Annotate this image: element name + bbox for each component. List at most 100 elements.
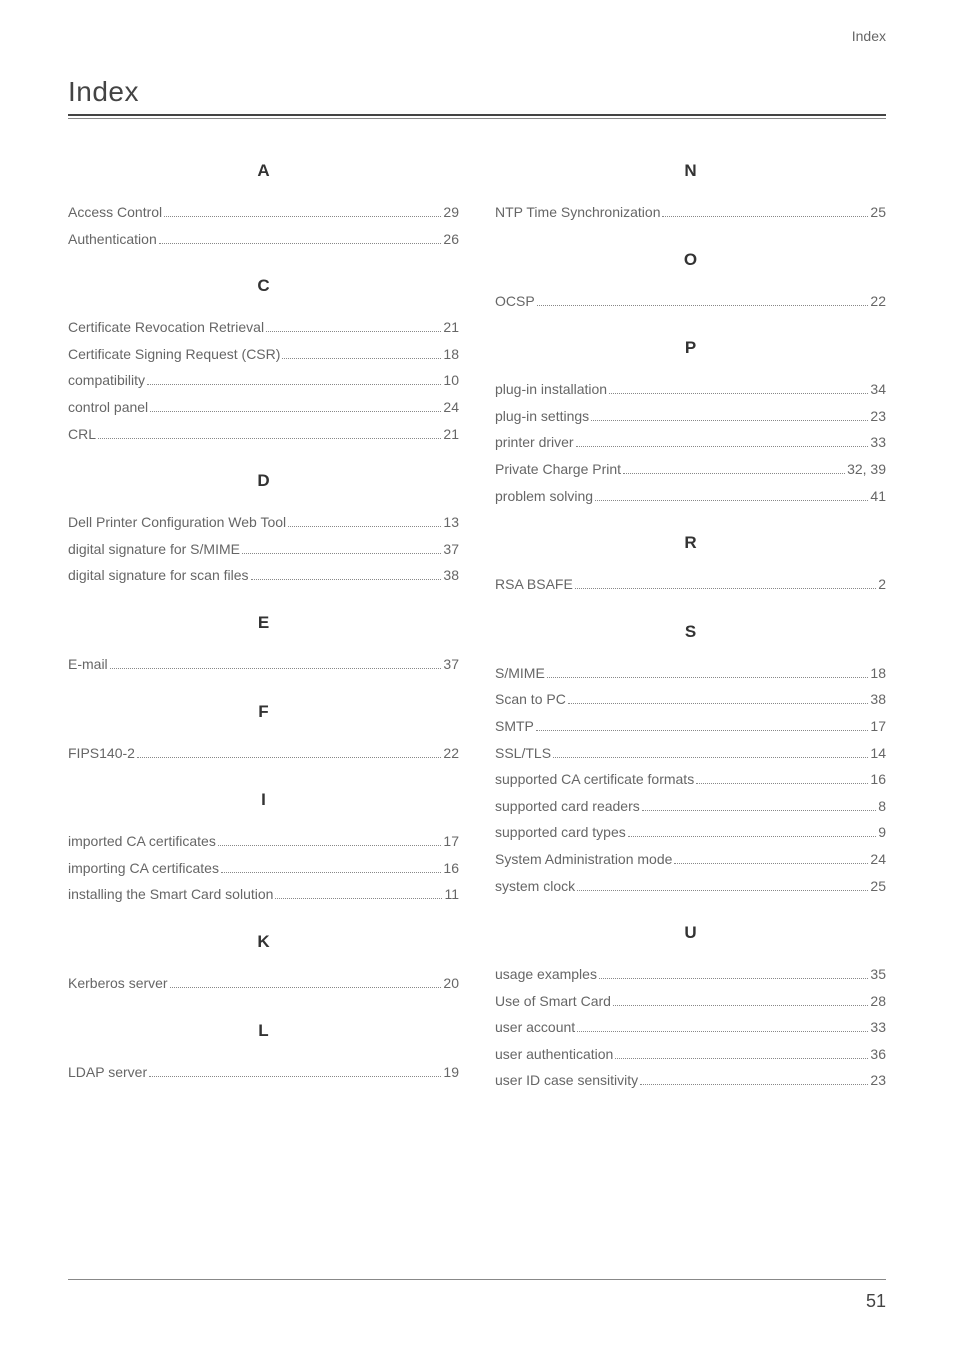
index-entry-page: 23	[870, 403, 886, 430]
index-entry: plug-in installation 34	[495, 376, 886, 403]
index-entry-label: Private Charge Print	[495, 456, 621, 483]
dot-leader	[251, 579, 442, 580]
index-entry-page: 34	[870, 376, 886, 403]
section-letter: P	[495, 338, 886, 358]
dot-leader	[623, 473, 845, 474]
index-entry-page: 26	[443, 226, 459, 253]
index-entry: LDAP server19	[68, 1059, 459, 1086]
index-entry-label: RSA BSAFE	[495, 571, 573, 598]
index-entry-label: imported CA certificates	[68, 828, 216, 855]
index-entry-label: usage examples	[495, 961, 597, 988]
index-entry-label: control panel	[68, 394, 148, 421]
dot-leader	[595, 500, 868, 501]
footer-rule	[68, 1279, 886, 1280]
index-entry-label: LDAP server	[68, 1059, 147, 1086]
section-letter: U	[495, 923, 886, 943]
dot-leader	[137, 757, 441, 758]
index-entry-label: user authentication	[495, 1041, 613, 1068]
dot-leader	[674, 863, 868, 864]
index-entry: Authentication26	[68, 226, 459, 253]
dot-leader	[147, 384, 441, 385]
index-entry: supported CA certificate formats 16	[495, 766, 886, 793]
dot-leader	[553, 757, 868, 758]
index-entry-page: 25	[870, 199, 886, 226]
index-entry: compatibility10	[68, 367, 459, 394]
section-letter: N	[495, 161, 886, 181]
section-letter: R	[495, 533, 886, 553]
index-entry: plug-in settings 23	[495, 403, 886, 430]
dot-leader	[537, 305, 869, 306]
index-entry: SSL/TLS14	[495, 740, 886, 767]
dot-leader	[609, 393, 868, 394]
dot-leader	[275, 898, 442, 899]
index-column-right: N NTP Time Synchronization 25 O OCSP22 Pplug-…	[495, 137, 886, 1094]
index-entry-label: digital signature for scan files	[68, 562, 249, 589]
dot-leader	[149, 1076, 441, 1077]
section-letter: O	[495, 250, 886, 270]
index-entry-page: 36	[870, 1041, 886, 1068]
dot-leader	[640, 1084, 868, 1085]
index-entry-page: 21	[443, 314, 459, 341]
section-letter: K	[68, 932, 459, 952]
index-entry-label: supported CA certificate formats	[495, 766, 694, 793]
index-entry-label: plug-in settings	[495, 403, 589, 430]
index-entry-label: Scan to PC	[495, 686, 566, 713]
dot-leader	[288, 526, 441, 527]
index-entry: Certificate Signing Request (CSR)18	[68, 341, 459, 368]
index-entry-page: 32, 39	[847, 456, 886, 483]
index-entry: Certificate Revocation Retrieval21	[68, 314, 459, 341]
index-entry-page: 16	[870, 766, 886, 793]
index-entry-label: user ID case sensitivity	[495, 1067, 638, 1094]
index-columns: AAccess Control29Authentication26CCertif…	[68, 137, 886, 1094]
index-entry-page: 20	[443, 970, 459, 997]
index-entry-label: Certificate Signing Request (CSR)	[68, 341, 280, 368]
index-entry: Dell Printer Configuration Web Tool13	[68, 509, 459, 536]
index-entry-label: importing CA certificates	[68, 855, 219, 882]
index-entry-page: 35	[870, 961, 886, 988]
index-entry-page: 17	[870, 713, 886, 740]
index-entry: problem solving41	[495, 483, 886, 510]
index-entry: System Administration mode24	[495, 846, 886, 873]
index-entry-page: 11	[444, 881, 459, 908]
index-entry-page: 22	[443, 740, 459, 767]
dot-leader	[98, 438, 441, 439]
index-entry: OCSP22	[495, 288, 886, 315]
index-entry-label: digital signature for S/MIME	[68, 536, 240, 563]
running-header: Index	[852, 28, 886, 44]
index-entry: Scan to PC38	[495, 686, 886, 713]
section-letter: S	[495, 622, 886, 642]
index-entry-label: NTP Time Synchronization	[495, 199, 660, 226]
dot-leader	[282, 358, 441, 359]
index-entry: system clock25	[495, 873, 886, 900]
title-rule-thin	[68, 118, 886, 119]
index-entry-page: 38	[443, 562, 459, 589]
index-entry-label: compatibility	[68, 367, 145, 394]
index-entry-page: 29	[443, 199, 459, 226]
section-letter: D	[68, 471, 459, 491]
index-entry: Access Control 29	[68, 199, 459, 226]
dot-leader	[568, 703, 869, 704]
dot-leader	[110, 668, 442, 669]
dot-leader	[170, 987, 442, 988]
index-entry: Private Charge Print 32, 39	[495, 456, 886, 483]
index-entry-label: plug-in installation	[495, 376, 607, 403]
dot-leader	[575, 588, 876, 589]
index-entry-label: supported card readers	[495, 793, 640, 820]
index-entry: RSA BSAFE2	[495, 571, 886, 598]
index-entry: usage examples 35	[495, 961, 886, 988]
index-entry-label: user account	[495, 1014, 575, 1041]
index-entry: NTP Time Synchronization 25	[495, 199, 886, 226]
index-entry: supported card types9	[495, 819, 886, 846]
index-entry-label: Use of Smart Card	[495, 988, 611, 1015]
index-entry: FIPS140-222	[68, 740, 459, 767]
section-letter: C	[68, 276, 459, 296]
section-letter: F	[68, 702, 459, 722]
index-entry-label: Access Control	[68, 199, 162, 226]
dot-leader	[591, 420, 868, 421]
index-entry: digital signature for scan files 38	[68, 562, 459, 589]
index-entry: Use of Smart Card28	[495, 988, 886, 1015]
index-entry-label: system clock	[495, 873, 575, 900]
index-entry-page: 14	[870, 740, 886, 767]
dot-leader	[613, 1005, 868, 1006]
index-entry-page: 37	[443, 536, 459, 563]
